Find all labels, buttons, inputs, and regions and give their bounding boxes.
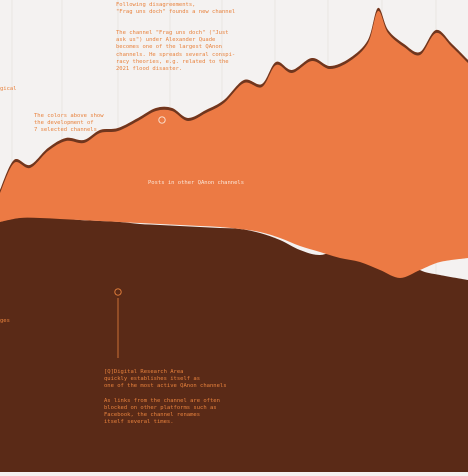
stream-main-other-channels [0,7,468,279]
annotation-marker-colors [158,116,166,124]
annotation-clipped-left-bottom: ges [0,318,10,324]
annotation-marker-digital [114,288,122,296]
annotation-colors-above: The colors above show the development of… [34,113,104,134]
annotation-new-channel: Following disagreements, "Frag uns doch"… [116,2,236,16]
annotation-frag-uns-doch: The channel "Frag uns doch" ("Just ask u… [116,30,236,73]
annotation-digital-research-area: [Q]Digital Research Area quickly establi… [104,369,227,426]
main-stream-label: Posts in other QAnon channels [148,180,245,186]
annotation-clipped-left-top: gical [0,86,17,92]
stream-layer-9 [0,215,468,472]
